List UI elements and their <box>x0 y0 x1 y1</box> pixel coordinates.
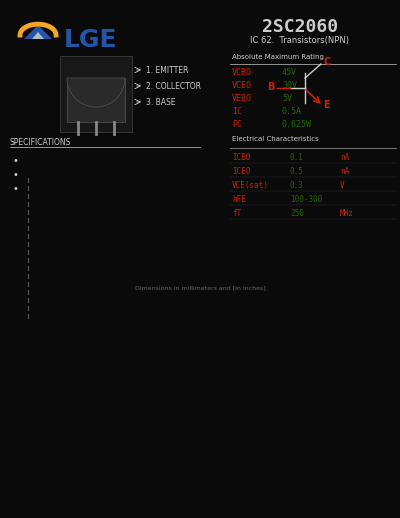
Text: fT: fT <box>232 209 241 218</box>
Text: IC 62.  Transistors(NPN): IC 62. Transistors(NPN) <box>250 36 350 45</box>
Text: V: V <box>340 181 345 190</box>
Text: 3. BASE: 3. BASE <box>146 97 176 107</box>
Text: 0.625W: 0.625W <box>282 120 312 129</box>
Text: •: • <box>13 170 19 180</box>
Polygon shape <box>32 32 44 39</box>
Text: VEBO: VEBO <box>232 94 252 103</box>
Text: nA: nA <box>340 167 349 176</box>
Text: 5V: 5V <box>282 94 292 103</box>
Text: B: B <box>267 82 274 92</box>
Text: VCBO: VCBO <box>232 68 252 77</box>
Text: 30V: 30V <box>282 81 297 90</box>
Text: E: E <box>323 100 330 110</box>
Text: MHz: MHz <box>340 209 354 218</box>
Text: 0.5: 0.5 <box>290 167 304 176</box>
Polygon shape <box>24 25 52 39</box>
Text: nA: nA <box>340 153 349 162</box>
Text: 1. EMITTER: 1. EMITTER <box>146 65 188 75</box>
Text: C: C <box>323 57 330 67</box>
Text: hFE: hFE <box>232 195 246 204</box>
Text: 0.5A: 0.5A <box>282 107 302 116</box>
Text: •: • <box>13 156 19 166</box>
Text: 2SC2060: 2SC2060 <box>262 18 338 36</box>
Text: 0.3: 0.3 <box>290 181 304 190</box>
Text: Absolute Maximum Rating: Absolute Maximum Rating <box>232 54 324 60</box>
Text: VCEO: VCEO <box>232 81 252 90</box>
Text: 250: 250 <box>290 209 304 218</box>
Text: 2. COLLECTOR: 2. COLLECTOR <box>146 81 201 91</box>
Text: SPECIFICATIONS: SPECIFICATIONS <box>10 138 71 147</box>
Text: 0.1: 0.1 <box>290 153 304 162</box>
Wedge shape <box>67 78 125 107</box>
Text: IC: IC <box>232 107 242 116</box>
Text: ICEO: ICEO <box>232 167 250 176</box>
Text: Dimensions in millimeters and [in inches]: Dimensions in millimeters and [in inches… <box>135 285 265 290</box>
Text: PC: PC <box>232 120 242 129</box>
Text: ICBO: ICBO <box>232 153 250 162</box>
Text: VCE(sat): VCE(sat) <box>232 181 269 190</box>
Text: 45V: 45V <box>282 68 297 77</box>
Polygon shape <box>67 78 125 122</box>
FancyBboxPatch shape <box>60 56 132 132</box>
Text: Electrical Characteristics: Electrical Characteristics <box>232 136 319 142</box>
Text: •: • <box>13 184 19 194</box>
Text: 100-300: 100-300 <box>290 195 322 204</box>
Text: LGE: LGE <box>64 28 118 52</box>
